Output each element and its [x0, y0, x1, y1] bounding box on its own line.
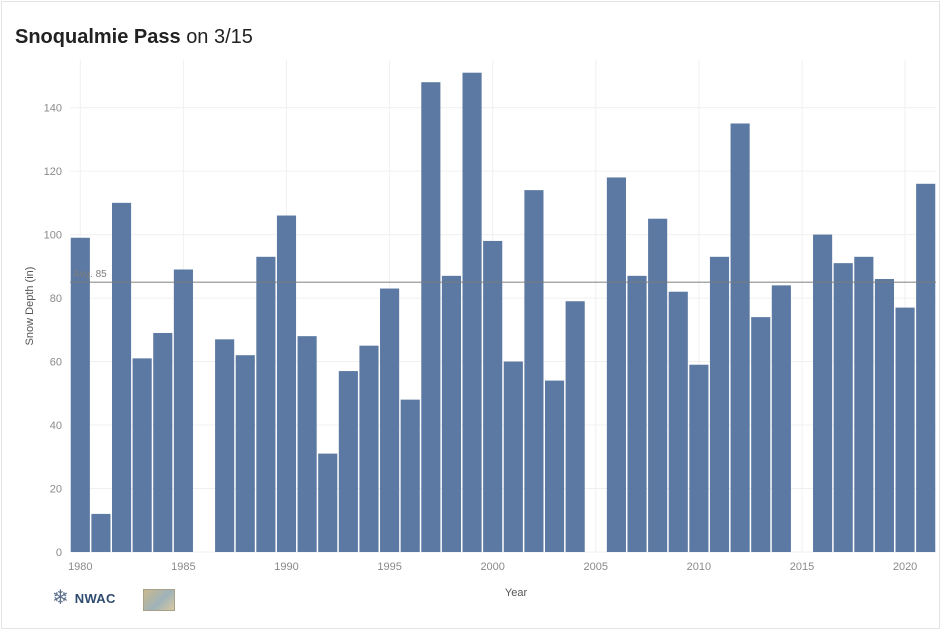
bar [854, 256, 874, 552]
x-tick-label: 2005 [584, 561, 608, 573]
x-tick-label: 2000 [480, 561, 504, 573]
bar [483, 240, 503, 553]
bar [895, 307, 915, 552]
bar [813, 234, 833, 553]
x-tick-label: 1980 [68, 561, 92, 573]
bar [524, 190, 544, 552]
bar [276, 215, 297, 553]
bar [318, 453, 338, 552]
chart-title-date: on 3/15 [186, 26, 253, 48]
chart-title: Snoqualmie Pass on 3/15 [15, 26, 253, 49]
nwac-logo-text: NWAC [74, 590, 116, 606]
bar [338, 371, 358, 552]
bar [132, 358, 152, 552]
bar [503, 361, 523, 552]
y-tick-label: 80 [50, 293, 62, 305]
bar [380, 288, 400, 552]
x-tick-label: 1990 [274, 561, 298, 573]
x-tick-label: 1985 [171, 561, 195, 573]
y-tick-label: 100 [44, 230, 62, 242]
bar [235, 355, 255, 552]
y-tick-label: 40 [50, 420, 62, 432]
chart-title-location: Snoqualmie Pass [15, 26, 181, 48]
bar [709, 256, 730, 552]
bar [565, 301, 585, 552]
bar [91, 513, 111, 552]
x-tick-label: 2020 [893, 561, 917, 573]
bar [544, 380, 565, 552]
nwac-logo[interactable]: ❄ NWAC [52, 588, 116, 608]
snowflake-icon: ❄ [52, 587, 69, 609]
bar [751, 317, 771, 552]
x-tick-label: 1995 [377, 561, 401, 573]
bar [771, 285, 791, 552]
y-tick-label: 20 [50, 484, 62, 496]
x-tick-label: 2015 [790, 561, 814, 573]
bar [668, 291, 688, 552]
bar [359, 345, 379, 552]
bar [173, 269, 193, 552]
average-reference-label: Avg. 85 [73, 269, 107, 280]
bar [874, 279, 895, 552]
bar [400, 399, 420, 552]
bar [421, 82, 441, 552]
bar [70, 237, 90, 553]
bar [627, 275, 647, 552]
bar [606, 177, 626, 552]
bar [111, 202, 132, 552]
x-axis-title: Year [505, 587, 528, 599]
y-tick-label: 60 [50, 357, 62, 369]
bar [462, 72, 482, 552]
bar [648, 218, 668, 553]
bar [256, 256, 276, 552]
y-tick-label: 0 [56, 547, 62, 559]
bar [215, 339, 235, 552]
bar [689, 364, 709, 552]
bar [297, 336, 317, 552]
bar [153, 332, 173, 552]
x-tick-label: 2010 [687, 561, 711, 573]
y-tick-label: 140 [44, 103, 62, 115]
y-tick-label: 120 [44, 166, 62, 178]
bar [833, 263, 853, 552]
bar [730, 123, 750, 552]
partner-badge-icon[interactable] [143, 589, 175, 611]
bar [916, 183, 936, 552]
bar [441, 275, 462, 552]
y-axis-title: Snow Depth (in) [24, 267, 36, 346]
